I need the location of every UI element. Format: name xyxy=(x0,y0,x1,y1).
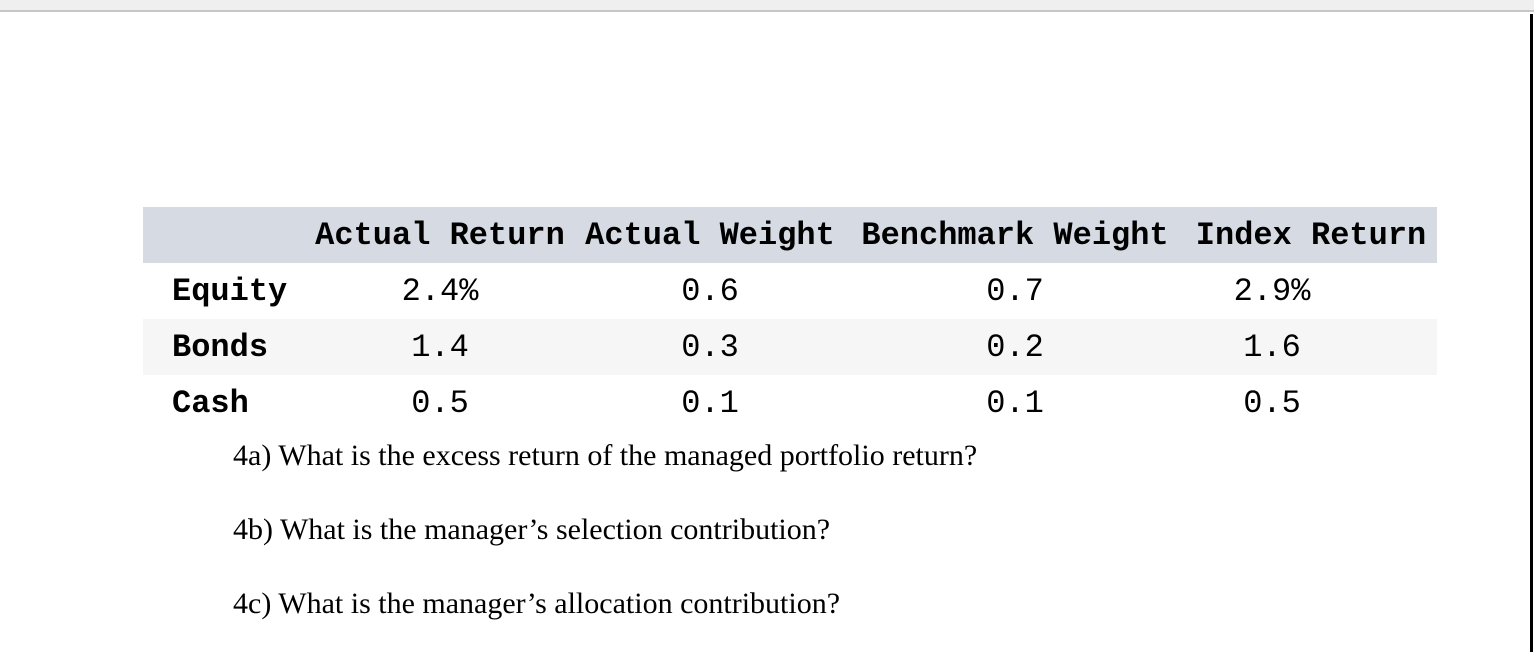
cell-cash-benchmark-weight: 0.1 xyxy=(986,384,1044,422)
row-label: Equity xyxy=(172,272,288,310)
table-header-row: Actual Return Actual Weight Benchmark We… xyxy=(143,207,1437,263)
table-row-bonds: Bonds 1.4 0.3 0.2 1.6 xyxy=(143,319,1437,375)
cell-cash-actual-return: 0.5 xyxy=(411,384,469,422)
header-cell-actual-weight: Actual Weight xyxy=(575,207,845,263)
cell-cash-actual-weight: 0.1 xyxy=(681,384,739,422)
cell-cash-index-return: 0.5 xyxy=(1243,384,1301,422)
cell-equity-actual-weight: 0.6 xyxy=(681,272,739,310)
cell-equity-benchmark-weight: 0.7 xyxy=(986,272,1044,310)
header-cell-index-return: Index Return xyxy=(1185,207,1437,263)
table-row-cash: Cash 0.5 0.1 0.1 0.5 xyxy=(143,375,1437,431)
header-cell-actual-return: Actual Return xyxy=(305,207,575,263)
row-label: Bonds xyxy=(172,328,269,366)
portfolio-attribution-table: Actual Return Actual Weight Benchmark We… xyxy=(143,207,1437,431)
window-top-strip xyxy=(0,0,1534,12)
question-4c: 4c) What is the manager’s allocation con… xyxy=(233,587,841,620)
row-label: Cash xyxy=(172,384,249,422)
question-4a: 4a) What is the excess return of the man… xyxy=(233,439,978,472)
cell-bonds-actual-weight: 0.3 xyxy=(681,328,739,366)
window-right-border xyxy=(1530,14,1533,652)
table-row-equity: Equity 2.4% 0.6 0.7 2.9% xyxy=(143,263,1437,319)
cell-equity-actual-return: 2.4% xyxy=(401,272,479,310)
header-cell-benchmark-weight: Benchmark Weight xyxy=(845,207,1185,263)
question-4b: 4b) What is the manager’s selection cont… xyxy=(233,513,831,546)
cell-bonds-index-return: 1.6 xyxy=(1243,328,1301,366)
cell-equity-index-return: 2.9% xyxy=(1233,272,1311,310)
header-cell-index xyxy=(143,207,305,263)
question-list: 4a) What is the excess return of the man… xyxy=(233,439,977,652)
cell-bonds-benchmark-weight: 0.2 xyxy=(986,328,1044,366)
cell-bonds-actual-return: 1.4 xyxy=(411,328,469,366)
